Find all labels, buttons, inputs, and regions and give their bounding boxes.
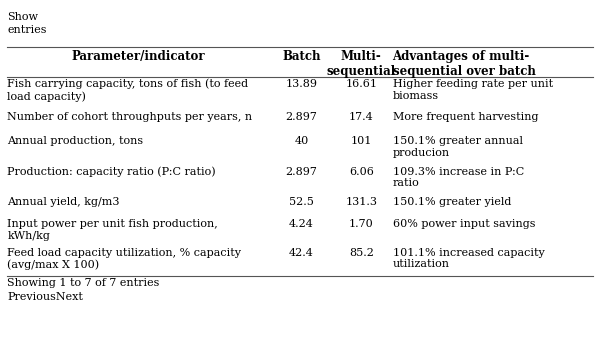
Text: Higher feeding rate per unit
biomass: Higher feeding rate per unit biomass (392, 79, 553, 100)
Text: 6.06: 6.06 (349, 167, 374, 177)
Text: 4.24: 4.24 (289, 219, 314, 229)
Text: Multi-
sequential: Multi- sequential (326, 50, 396, 78)
Text: entries: entries (7, 25, 47, 35)
Text: 1.70: 1.70 (349, 219, 374, 229)
Text: Input power per unit fish production,
kWh/kg: Input power per unit fish production, kW… (7, 219, 218, 241)
Text: Fish carrying capacity, tons of fish (to feed
load capacity): Fish carrying capacity, tons of fish (to… (7, 79, 248, 102)
Text: 40: 40 (295, 136, 308, 147)
Text: 16.61: 16.61 (345, 79, 377, 89)
Text: 101.1% increased capacity
utilization: 101.1% increased capacity utilization (392, 248, 544, 270)
Text: 17.4: 17.4 (349, 112, 374, 122)
Text: Annual yield, kg/m3: Annual yield, kg/m3 (7, 197, 120, 207)
Text: 150.1% greater annual
producion: 150.1% greater annual producion (392, 136, 523, 158)
Text: More frequent harvesting: More frequent harvesting (392, 112, 538, 122)
Text: Feed load capacity utilization, % capacity
(avg/max X 100): Feed load capacity utilization, % capaci… (7, 248, 241, 270)
Text: Advantages of multi-
sequential over batch: Advantages of multi- sequential over bat… (392, 50, 535, 78)
Text: Batch: Batch (282, 50, 321, 63)
Text: Showing 1 to 7 of 7 entries: Showing 1 to 7 of 7 entries (7, 278, 160, 288)
Text: 101: 101 (350, 136, 372, 147)
Text: 131.3: 131.3 (345, 197, 377, 207)
Text: 2.897: 2.897 (286, 167, 317, 177)
Text: 42.4: 42.4 (289, 248, 314, 258)
Text: Parameter/indicator: Parameter/indicator (72, 50, 206, 63)
Text: Number of cohort throughputs per years, n: Number of cohort throughputs per years, … (7, 112, 253, 122)
Text: Production: capacity ratio (P:C ratio): Production: capacity ratio (P:C ratio) (7, 167, 216, 177)
Text: 52.5: 52.5 (289, 197, 314, 207)
Text: 60% power input savings: 60% power input savings (392, 219, 535, 229)
Text: 150.1% greater yield: 150.1% greater yield (392, 197, 511, 207)
Text: Annual production, tons: Annual production, tons (7, 136, 143, 147)
Text: 109.3% increase in P:C
ratio: 109.3% increase in P:C ratio (392, 167, 524, 188)
Text: 13.89: 13.89 (286, 79, 317, 89)
Text: 2.897: 2.897 (286, 112, 317, 122)
Text: Show: Show (7, 12, 38, 22)
Text: 85.2: 85.2 (349, 248, 374, 258)
Text: PreviousNext: PreviousNext (7, 292, 83, 302)
